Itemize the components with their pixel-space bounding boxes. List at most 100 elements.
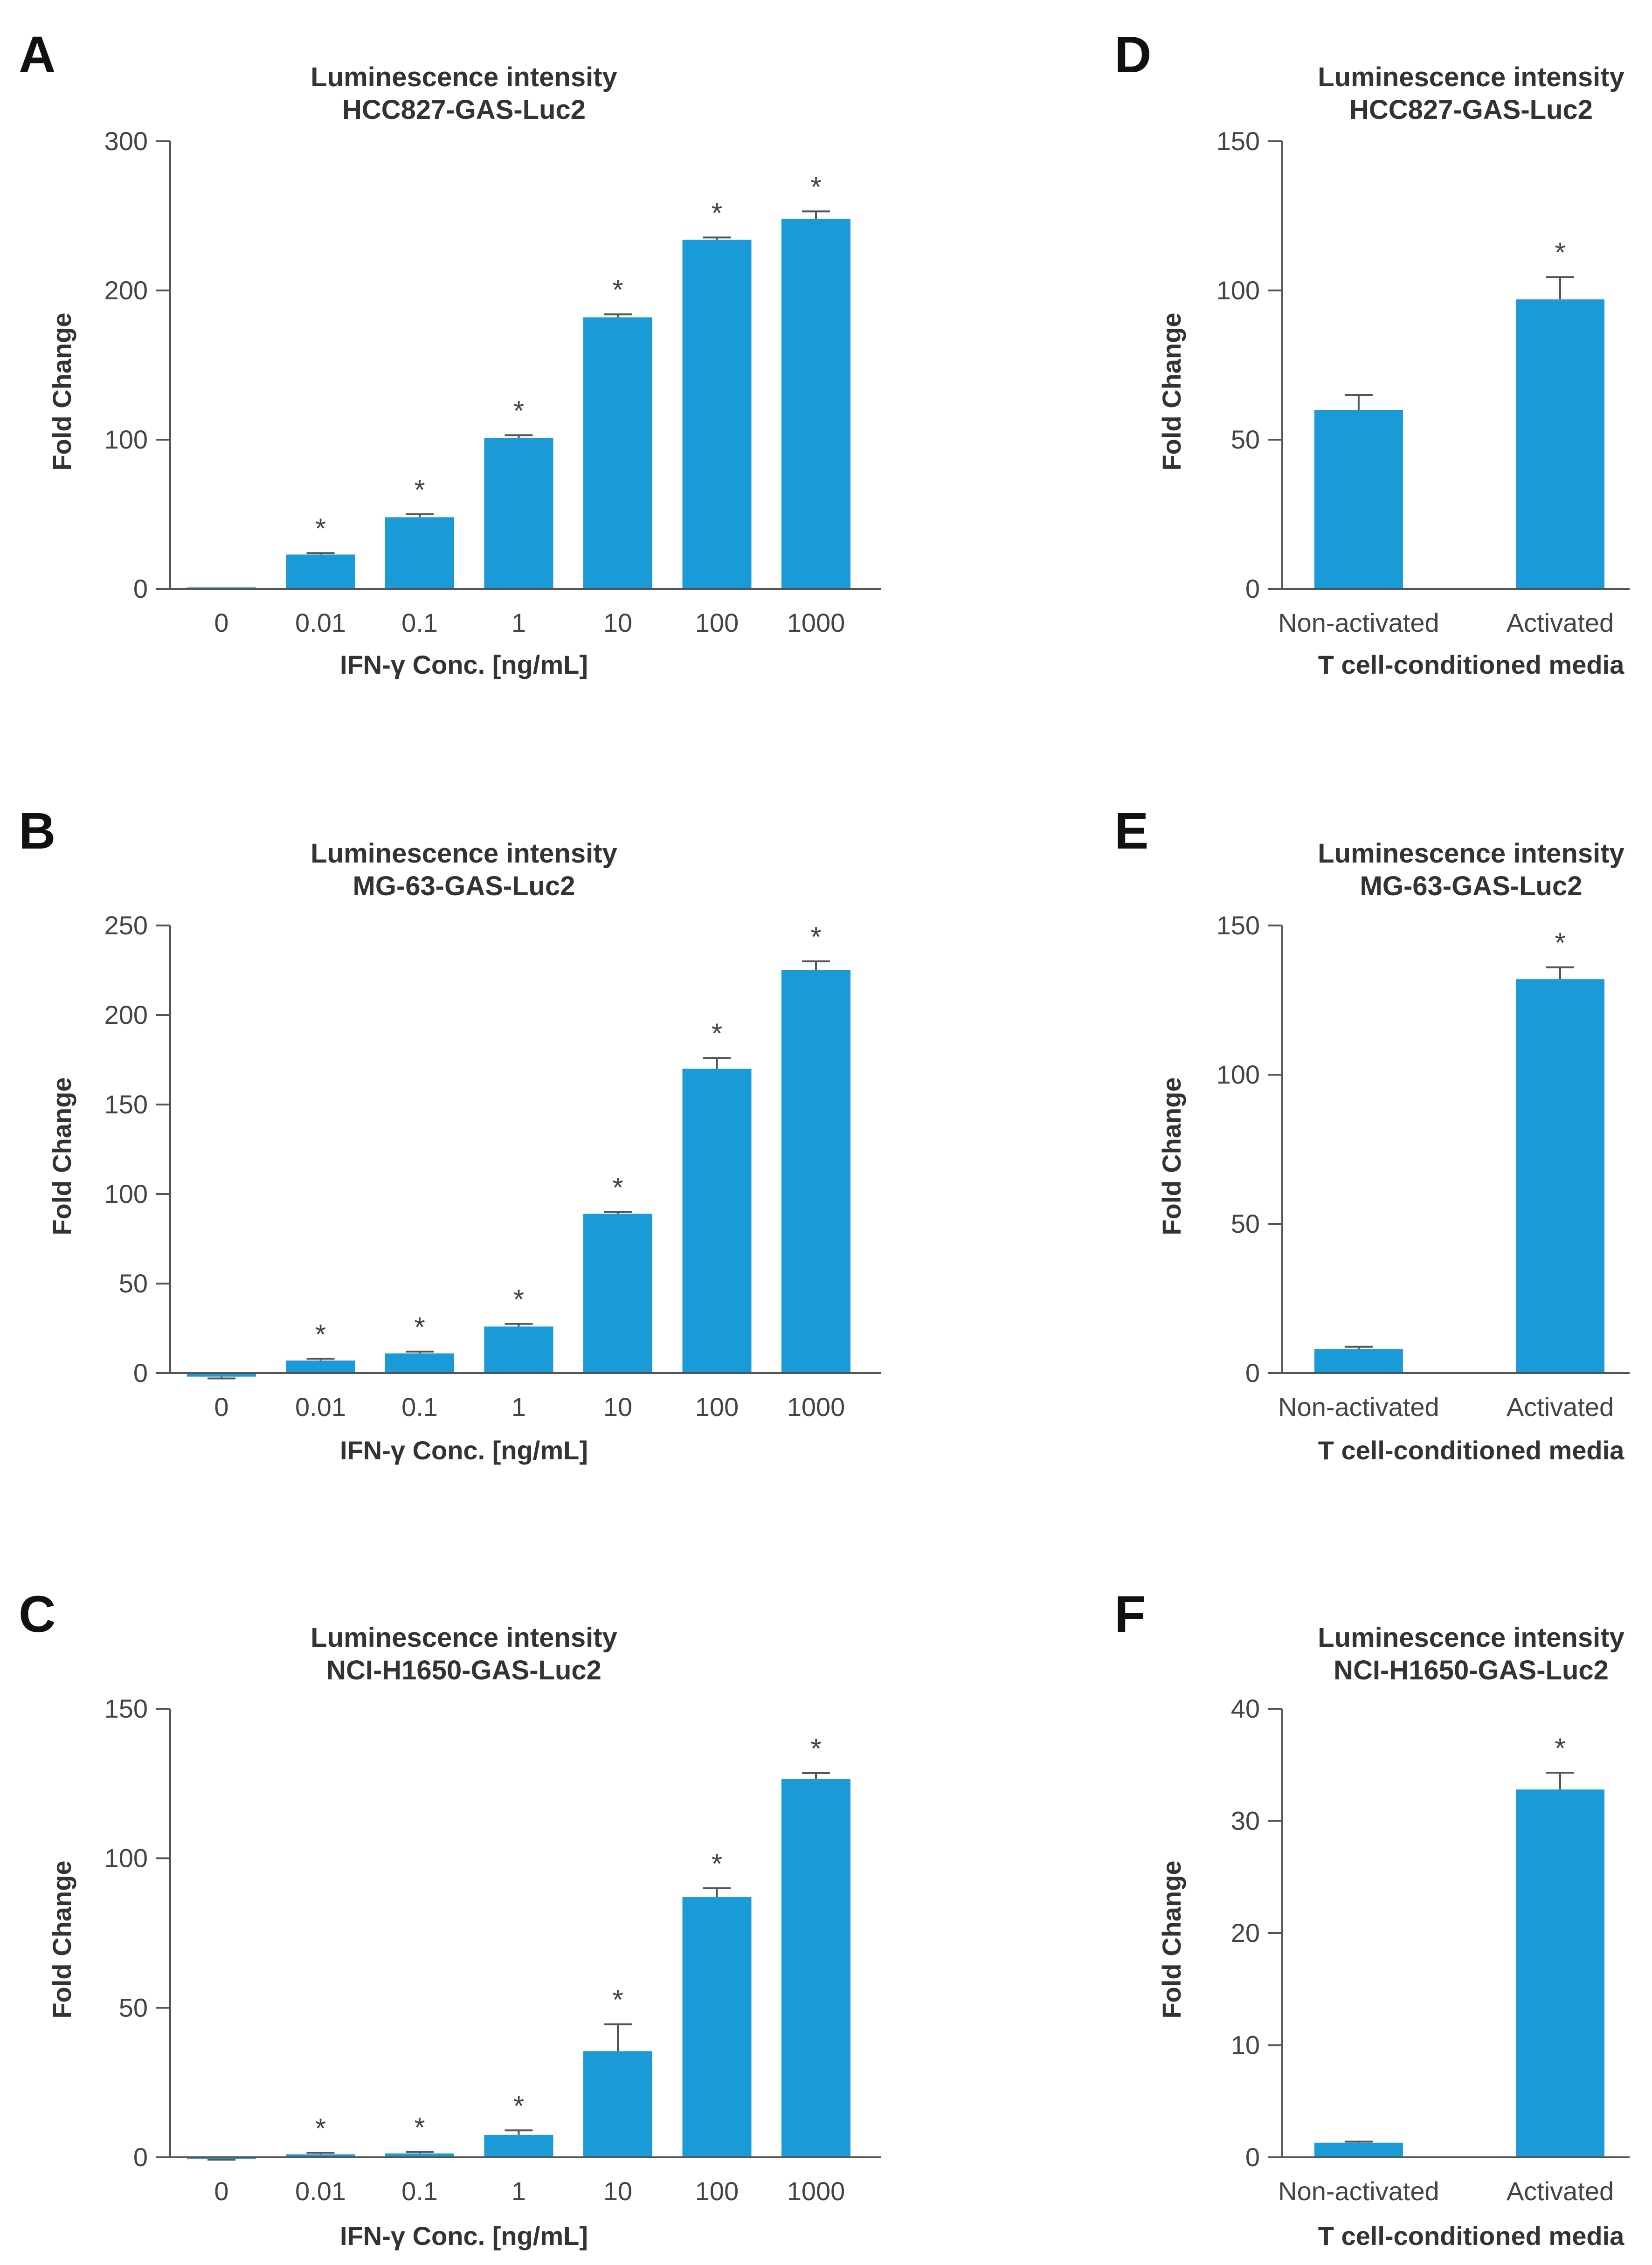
x-tick-label: Activated (1507, 608, 1614, 637)
bar (1314, 2142, 1403, 2157)
significance-marker: * (414, 474, 425, 505)
y-tick-label: 50 (119, 1993, 148, 2022)
chart-title-line2: NCI-H1650-GAS-Luc2 (1334, 1655, 1609, 1685)
y-tick-label: 40 (1231, 1694, 1260, 1723)
bar (484, 1326, 553, 1373)
significance-marker: * (513, 395, 524, 426)
x-tick-label: 10 (603, 1392, 632, 1422)
y-axis-label: Fold Change (47, 1860, 76, 2018)
y-tick-label: 0 (1245, 1358, 1260, 1388)
plot-area: 0 100 200 300 0 * 0.01 * 0.1 * 1 * 10 * 100 * 1000 (104, 126, 881, 637)
x-axis-label: IFN-γ Conc. [ng/mL] (340, 650, 588, 679)
x-axis-label: IFN-γ Conc. [ng/mL] (340, 1436, 588, 1465)
x-tick-label: 1000 (787, 2176, 845, 2206)
y-tick-label: 0 (1245, 2142, 1260, 2172)
x-tick-label: 10 (603, 2176, 632, 2206)
x-tick-label: Non-activated (1278, 608, 1439, 637)
bar (583, 2051, 652, 2157)
significance-marker: * (414, 1312, 425, 1343)
y-tick-label: 20 (1231, 1918, 1260, 1947)
bar (1516, 979, 1604, 1373)
x-tick-label: 0.1 (401, 608, 438, 637)
y-tick-label: 200 (104, 276, 148, 305)
bar (583, 317, 652, 589)
x-tick-label: 0.01 (295, 2176, 346, 2206)
y-tick-label: 30 (1231, 1806, 1260, 1836)
y-axis-label: Fold Change (47, 1077, 76, 1235)
bar (1516, 1789, 1604, 2157)
x-tick-label: Activated (1507, 2176, 1614, 2206)
x-tick-label: Activated (1507, 1392, 1614, 1422)
y-axis-label: Fold Change (47, 312, 76, 470)
chart-title-line2: HCC827-GAS-Luc2 (342, 95, 586, 125)
panel-e: E Luminescence intensity MG-63-GAS-Luc2 … (1100, 783, 1652, 1511)
panel-letter: B (19, 802, 55, 860)
significance-marker: * (513, 2090, 524, 2121)
bar (286, 2154, 355, 2157)
plot-area: 0 50 100 150 0 * 0.01 * 0.1 * 1 * 10 * 100 * 1000 (104, 1694, 881, 2206)
chart-title-line1: Luminescence intensity (311, 62, 617, 92)
x-tick-label: 100 (695, 608, 739, 637)
significance-marker: * (414, 2112, 425, 2143)
y-axis-label: Fold Change (1157, 312, 1186, 470)
panel-f: F Luminescence intensity NCI-H1650-GAS-L… (1100, 1567, 1652, 2265)
significance-marker: * (712, 197, 722, 228)
plot-area: 0 50 100 150 200 250 0 * 0.01 * 0.1 * 1 * 10 * 100 * 1000 (104, 911, 881, 1422)
chart-e: E Luminescence intensity MG-63-GAS-Luc2 … (1114, 802, 1630, 1465)
y-tick-label: 150 (104, 1090, 148, 1119)
bar (781, 219, 850, 589)
panel-letter: E (1114, 802, 1148, 860)
panel-letter: C (19, 1586, 55, 1643)
panel-c: C Luminescence intensity NCI-H1650-GAS-L… (0, 1567, 909, 2265)
significance-marker: * (315, 1319, 326, 1350)
x-tick-label: 0.1 (401, 1392, 438, 1422)
bar (682, 1069, 752, 1373)
panel-d: D Luminescence intensity HCC827-GAS-Luc2… (1100, 0, 1652, 727)
y-tick-label: 50 (1231, 1209, 1260, 1238)
x-tick-label: 0 (214, 608, 228, 637)
x-tick-label: 0.01 (295, 1392, 346, 1422)
x-tick-label: 0.01 (295, 608, 346, 637)
significance-marker: * (612, 1172, 623, 1203)
x-tick-label: 1000 (787, 608, 845, 637)
chart-b: B Luminescence intensity MG-63-GAS-Luc2 … (19, 802, 881, 1465)
significance-marker: * (1555, 927, 1565, 959)
bar (781, 970, 850, 1373)
y-tick-label: 200 (104, 1000, 148, 1029)
bar (385, 2153, 454, 2157)
chart-title-line2: NCI-H1650-GAS-Luc2 (326, 1655, 601, 1685)
significance-marker: * (1555, 237, 1565, 268)
x-tick-label: 0 (214, 2176, 228, 2206)
significance-marker: * (810, 921, 821, 953)
significance-marker: * (810, 1733, 821, 1764)
significance-marker: * (315, 513, 326, 544)
y-tick-label: 0 (133, 1358, 148, 1388)
x-axis-label: T cell-conditioned media (1318, 1436, 1624, 1465)
chart-title-line1: Luminescence intensity (1318, 1623, 1624, 1653)
x-tick-label: 1 (511, 608, 526, 637)
plot-area: 0 10 20 30 40 Non-activated * Activated (1231, 1694, 1630, 2206)
significance-marker: * (712, 1018, 722, 1049)
bar (286, 554, 355, 589)
x-tick-label: 1000 (787, 1392, 845, 1422)
panel-a: A Luminescence intensity HCC827-GAS-Luc2… (0, 0, 909, 727)
x-tick-label: 1 (511, 2176, 526, 2206)
x-tick-label: 0 (214, 1392, 228, 1422)
y-tick-label: 0 (1245, 574, 1260, 603)
x-axis-label: T cell-conditioned media (1318, 650, 1624, 679)
y-tick-label: 10 (1231, 2030, 1260, 2060)
x-tick-label: 1 (511, 1392, 526, 1422)
y-tick-label: 300 (104, 126, 148, 156)
y-tick-label: 100 (1217, 276, 1260, 305)
y-tick-label: 100 (1217, 1060, 1260, 1089)
chart-title-line1: Luminescence intensity (311, 838, 617, 869)
panel-b: B Luminescence intensity MG-63-GAS-Luc2 … (0, 783, 909, 1511)
x-tick-label: 100 (695, 2176, 739, 2206)
x-axis-label: IFN-γ Conc. [ng/mL] (340, 2221, 588, 2251)
x-tick-label: 10 (603, 608, 632, 637)
y-tick-label: 250 (104, 911, 148, 940)
x-axis-label: T cell-conditioned media (1318, 2221, 1624, 2251)
significance-marker: * (810, 171, 821, 202)
significance-marker: * (315, 2113, 326, 2144)
bar (484, 438, 553, 589)
